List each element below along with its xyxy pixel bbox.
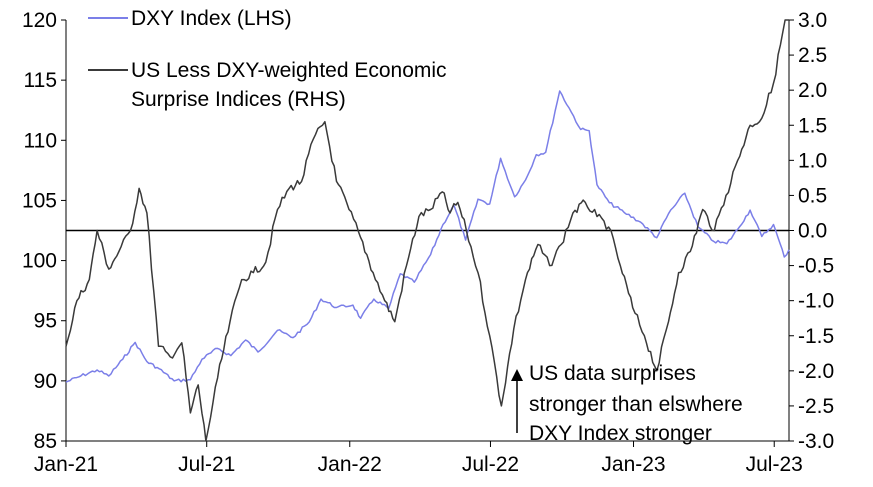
legend-label-surprise-line1: US Less DXY-weighted Economic [131, 59, 447, 82]
series-lines [65, 19, 790, 442]
left-tick-label: 120 [22, 9, 57, 32]
annotation-line-3: DXY Index stronger [529, 422, 712, 445]
right-tick-label: -2.0 [798, 360, 834, 383]
annotation-arrow-head [511, 369, 523, 381]
right-tick-label: 2.5 [798, 44, 827, 67]
right-tick-label: -1.0 [798, 290, 834, 313]
left-tick-label: 95 [34, 310, 57, 333]
tick-labels: 120 115 110 105 100 95 90 85 3.0 2.5 2.0 1.5 1.0 0.5 0… [22, 9, 834, 476]
right-tick-label: 3.0 [798, 9, 827, 32]
right-tick-label: 2.0 [798, 79, 827, 102]
legend-label-surprise-line2: Surprise Indices (RHS) [131, 88, 346, 111]
legend-label-dxy: DXY Index (LHS) [131, 7, 292, 30]
right-tick-label: -2.5 [798, 395, 834, 418]
right-tick-label: 0.5 [798, 184, 827, 207]
series-line-surprise [65, 19, 789, 442]
right-tick-label: 1.0 [798, 149, 827, 172]
left-tick-label: 85 [34, 430, 57, 453]
annotation-line-2: stronger than elswhere [529, 393, 743, 416]
left-tick-label: 100 [22, 250, 57, 273]
legend: DXY Index (LHS) US Less DXY-weighted Eco… [88, 7, 447, 111]
left-tick-label: 110 [24, 129, 57, 152]
left-tick-label: 105 [22, 189, 57, 212]
right-tick-label: -3.0 [798, 430, 834, 453]
x-tick-label: Jul-21 [178, 453, 235, 476]
annotation-line-1: US data surprises [529, 362, 696, 385]
x-tick-label: Jul-23 [746, 453, 803, 476]
left-tick-label: 115 [24, 69, 57, 92]
x-tick-label: Jan-22 [318, 453, 382, 476]
left-tick-label: 90 [34, 370, 57, 393]
right-tick-label: -0.5 [798, 255, 834, 278]
x-tick-label: Jan-21 [34, 453, 98, 476]
right-tick-label: 1.5 [798, 114, 827, 137]
x-tick-label: Jan-23 [601, 453, 665, 476]
annotation: US data surprises stronger than elswhere… [511, 362, 743, 445]
x-tick-label: Jul-22 [462, 453, 519, 476]
right-tick-label: 0.0 [798, 220, 827, 243]
series-line-dxy [65, 90, 790, 383]
right-tick-label: -1.5 [798, 325, 834, 348]
